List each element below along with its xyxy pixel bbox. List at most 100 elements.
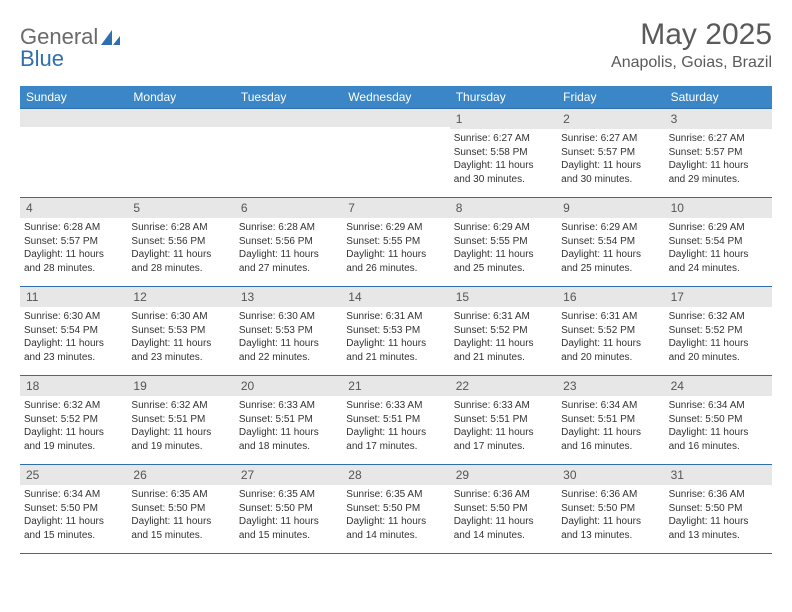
day-day1: Daylight: 11 hours xyxy=(669,515,768,529)
day-header: Monday xyxy=(127,86,234,108)
title-block: May 2025 Anapolis, Goias, Brazil xyxy=(611,18,772,72)
day-sunrise: Sunrise: 6:27 AM xyxy=(669,132,768,146)
day-day2: and 24 minutes. xyxy=(669,262,768,276)
day-sunrise: Sunrise: 6:31 AM xyxy=(561,310,660,324)
day-sunset: Sunset: 5:54 PM xyxy=(24,324,123,338)
day-sunset: Sunset: 5:50 PM xyxy=(561,502,660,516)
day-number: 23 xyxy=(557,376,664,396)
calendar-cell: 9Sunrise: 6:29 AMSunset: 5:54 PMDaylight… xyxy=(557,198,664,286)
day-day2: and 16 minutes. xyxy=(561,440,660,454)
day-day1: Daylight: 11 hours xyxy=(239,515,338,529)
day-sunrise: Sunrise: 6:36 AM xyxy=(561,488,660,502)
calendar-cell xyxy=(235,109,342,197)
calendar-cell: 31Sunrise: 6:36 AMSunset: 5:50 PMDayligh… xyxy=(665,465,772,553)
day-sunrise: Sunrise: 6:34 AM xyxy=(24,488,123,502)
day-day2: and 25 minutes. xyxy=(561,262,660,276)
day-body: Sunrise: 6:27 AMSunset: 5:57 PMDaylight:… xyxy=(665,129,772,190)
day-sunset: Sunset: 5:53 PM xyxy=(239,324,338,338)
day-sunrise: Sunrise: 6:30 AM xyxy=(24,310,123,324)
day-sunset: Sunset: 5:56 PM xyxy=(239,235,338,249)
day-sunset: Sunset: 5:50 PM xyxy=(346,502,445,516)
day-body: Sunrise: 6:34 AMSunset: 5:51 PMDaylight:… xyxy=(557,396,664,457)
day-header: Tuesday xyxy=(235,86,342,108)
day-sunrise: Sunrise: 6:29 AM xyxy=(454,221,553,235)
day-sunset: Sunset: 5:53 PM xyxy=(131,324,230,338)
day-day2: and 17 minutes. xyxy=(454,440,553,454)
day-sunrise: Sunrise: 6:35 AM xyxy=(239,488,338,502)
day-sunset: Sunset: 5:51 PM xyxy=(131,413,230,427)
day-sunrise: Sunrise: 6:28 AM xyxy=(24,221,123,235)
calendar-cell xyxy=(127,109,234,197)
calendar-cell: 8Sunrise: 6:29 AMSunset: 5:55 PMDaylight… xyxy=(450,198,557,286)
calendar-cell: 6Sunrise: 6:28 AMSunset: 5:56 PMDaylight… xyxy=(235,198,342,286)
day-day2: and 27 minutes. xyxy=(239,262,338,276)
day-number: 12 xyxy=(127,287,234,307)
day-number: 16 xyxy=(557,287,664,307)
day-number: 30 xyxy=(557,465,664,485)
day-sunset: Sunset: 5:52 PM xyxy=(454,324,553,338)
day-body: Sunrise: 6:29 AMSunset: 5:54 PMDaylight:… xyxy=(665,218,772,279)
day-header: Friday xyxy=(557,86,664,108)
day-day2: and 13 minutes. xyxy=(561,529,660,543)
calendar-cell: 25Sunrise: 6:34 AMSunset: 5:50 PMDayligh… xyxy=(20,465,127,553)
day-sunrise: Sunrise: 6:27 AM xyxy=(454,132,553,146)
day-day1: Daylight: 11 hours xyxy=(131,426,230,440)
day-day1: Daylight: 11 hours xyxy=(131,337,230,351)
day-sunrise: Sunrise: 6:30 AM xyxy=(239,310,338,324)
day-day2: and 23 minutes. xyxy=(24,351,123,365)
day-sunrise: Sunrise: 6:33 AM xyxy=(454,399,553,413)
day-sunrise: Sunrise: 6:30 AM xyxy=(131,310,230,324)
day-body: Sunrise: 6:27 AMSunset: 5:58 PMDaylight:… xyxy=(450,129,557,190)
day-number: 8 xyxy=(450,198,557,218)
day-number: 31 xyxy=(665,465,772,485)
day-day2: and 15 minutes. xyxy=(131,529,230,543)
calendar-cell: 20Sunrise: 6:33 AMSunset: 5:51 PMDayligh… xyxy=(235,376,342,464)
day-number: 27 xyxy=(235,465,342,485)
calendar-cell: 28Sunrise: 6:35 AMSunset: 5:50 PMDayligh… xyxy=(342,465,449,553)
day-sunset: Sunset: 5:50 PM xyxy=(454,502,553,516)
day-number xyxy=(342,109,449,127)
day-number: 6 xyxy=(235,198,342,218)
day-number xyxy=(127,109,234,127)
day-day1: Daylight: 11 hours xyxy=(239,426,338,440)
calendar: Sunday Monday Tuesday Wednesday Thursday… xyxy=(20,86,772,554)
day-header: Sunday xyxy=(20,86,127,108)
calendar-week: 11Sunrise: 6:30 AMSunset: 5:54 PMDayligh… xyxy=(20,286,772,375)
day-day1: Daylight: 11 hours xyxy=(454,337,553,351)
weeks-container: 1Sunrise: 6:27 AMSunset: 5:58 PMDaylight… xyxy=(20,108,772,554)
logo-text-2: Blue xyxy=(20,46,64,72)
day-day2: and 13 minutes. xyxy=(669,529,768,543)
calendar-cell: 5Sunrise: 6:28 AMSunset: 5:56 PMDaylight… xyxy=(127,198,234,286)
calendar-cell: 16Sunrise: 6:31 AMSunset: 5:52 PMDayligh… xyxy=(557,287,664,375)
day-day2: and 20 minutes. xyxy=(669,351,768,365)
day-day1: Daylight: 11 hours xyxy=(669,337,768,351)
day-sunset: Sunset: 5:57 PM xyxy=(24,235,123,249)
day-day1: Daylight: 11 hours xyxy=(239,248,338,262)
day-number: 15 xyxy=(450,287,557,307)
day-sunrise: Sunrise: 6:29 AM xyxy=(669,221,768,235)
day-day1: Daylight: 11 hours xyxy=(561,515,660,529)
calendar-cell: 23Sunrise: 6:34 AMSunset: 5:51 PMDayligh… xyxy=(557,376,664,464)
day-sunrise: Sunrise: 6:29 AM xyxy=(346,221,445,235)
day-day1: Daylight: 11 hours xyxy=(454,426,553,440)
day-day2: and 26 minutes. xyxy=(346,262,445,276)
day-day1: Daylight: 11 hours xyxy=(24,426,123,440)
calendar-cell: 14Sunrise: 6:31 AMSunset: 5:53 PMDayligh… xyxy=(342,287,449,375)
day-day2: and 19 minutes. xyxy=(24,440,123,454)
day-day2: and 14 minutes. xyxy=(454,529,553,543)
calendar-cell: 1Sunrise: 6:27 AMSunset: 5:58 PMDaylight… xyxy=(450,109,557,197)
calendar-cell: 26Sunrise: 6:35 AMSunset: 5:50 PMDayligh… xyxy=(127,465,234,553)
day-day1: Daylight: 11 hours xyxy=(131,515,230,529)
calendar-cell xyxy=(342,109,449,197)
day-body: Sunrise: 6:34 AMSunset: 5:50 PMDaylight:… xyxy=(665,396,772,457)
day-day2: and 14 minutes. xyxy=(346,529,445,543)
day-number xyxy=(20,109,127,127)
day-day1: Daylight: 11 hours xyxy=(669,159,768,173)
day-number: 26 xyxy=(127,465,234,485)
day-sunset: Sunset: 5:51 PM xyxy=(239,413,338,427)
day-number: 11 xyxy=(20,287,127,307)
day-day2: and 22 minutes. xyxy=(239,351,338,365)
calendar-cell: 29Sunrise: 6:36 AMSunset: 5:50 PMDayligh… xyxy=(450,465,557,553)
day-number: 1 xyxy=(450,109,557,129)
day-number: 20 xyxy=(235,376,342,396)
